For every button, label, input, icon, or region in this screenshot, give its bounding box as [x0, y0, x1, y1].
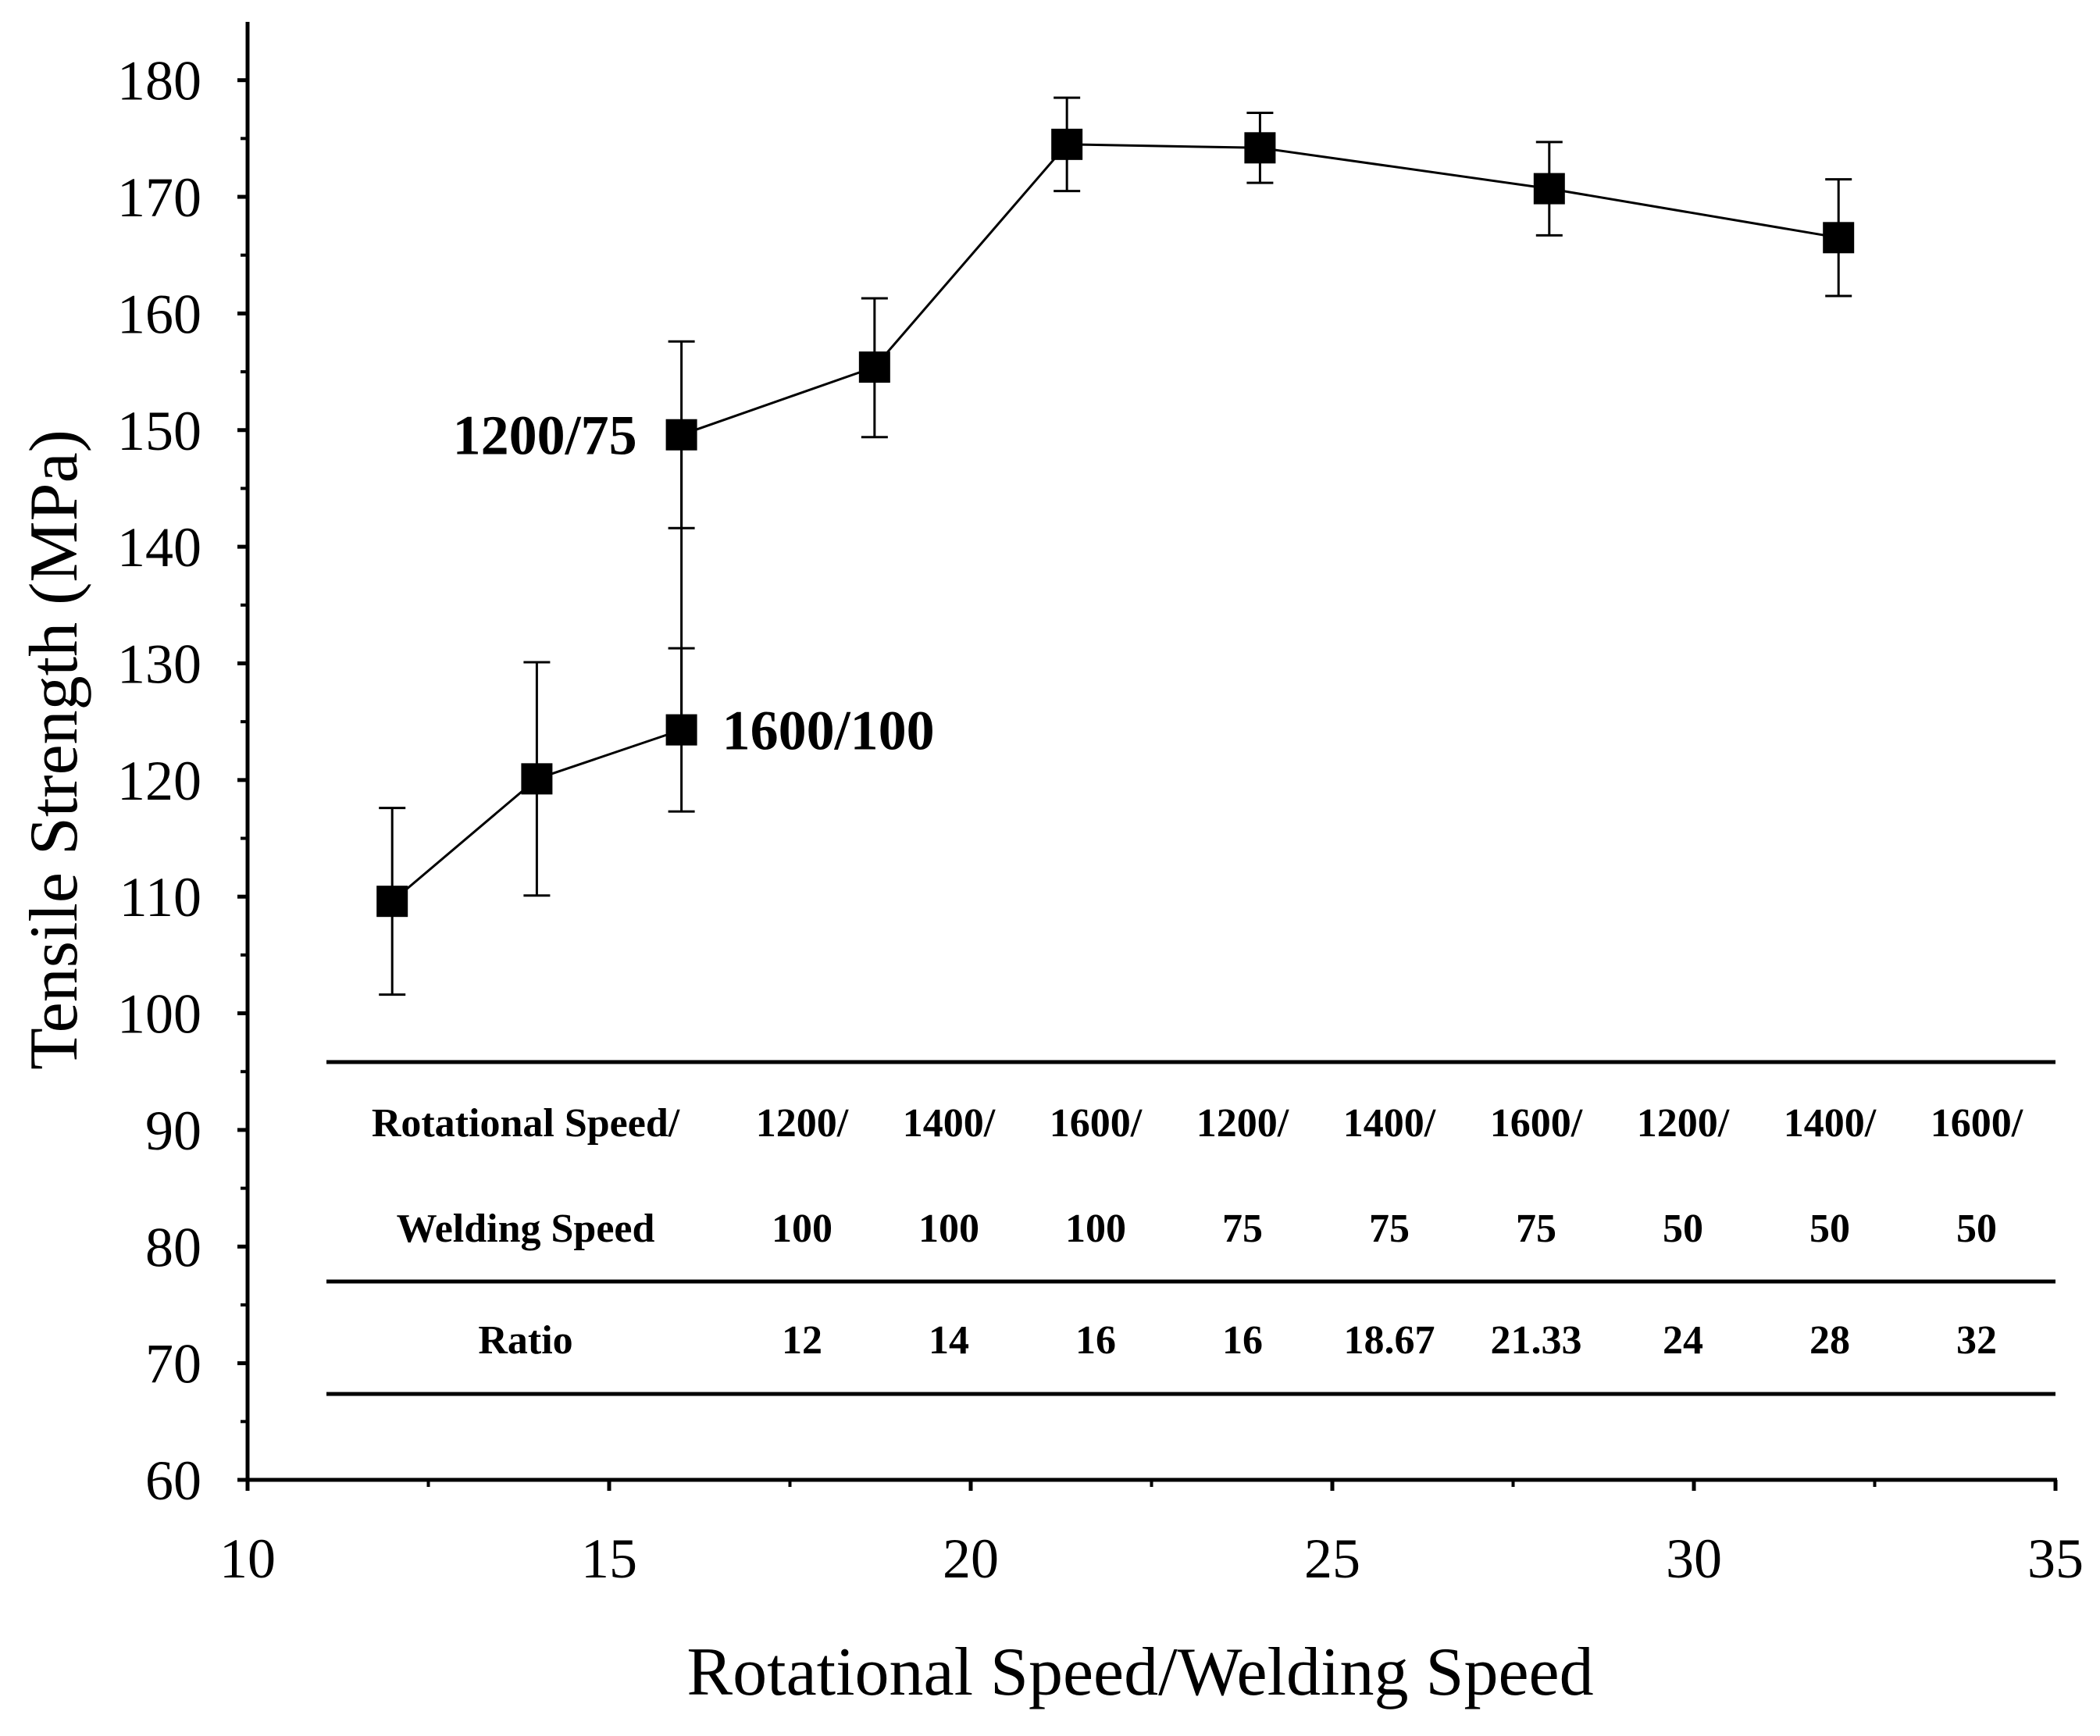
y-tick-label: 90: [145, 1100, 201, 1162]
table-cell-welding-speed: 75: [1222, 1207, 1263, 1251]
table-cell-ratio: 24: [1663, 1318, 1703, 1363]
table-cell-ratio: 16: [1222, 1318, 1263, 1363]
series-segment: [1260, 146, 1550, 191]
data-point: [858, 351, 890, 383]
series-segment: [536, 729, 683, 780]
x-tick-label: 15: [581, 1527, 637, 1590]
data-point: [1823, 222, 1855, 254]
table-cell-rotational-speed: 1600/: [1490, 1101, 1583, 1146]
y-tick-label: 70: [145, 1333, 201, 1396]
y-tick-label: 100: [117, 983, 201, 1046]
series-segment: [1549, 187, 1839, 239]
table-cell-ratio: 12: [782, 1318, 822, 1363]
table-cell-rotational-speed: 1200/: [756, 1101, 849, 1146]
y-tick-label: 160: [117, 283, 201, 345]
point-annotation: 1600/100: [722, 700, 935, 762]
data-point: [1244, 132, 1276, 164]
table-cell-welding-speed: 100: [772, 1207, 833, 1251]
x-axis-title: Rotational Speed/Welding Speed: [686, 1634, 1593, 1710]
y-tick-label: 130: [117, 633, 201, 695]
table-cell-rotational-speed: 1600/: [1931, 1101, 2023, 1146]
y-tick-label: 80: [145, 1216, 201, 1278]
y-tick-label: 110: [119, 866, 201, 929]
series-segment: [1067, 143, 1260, 149]
x-tick-label: 20: [943, 1527, 999, 1590]
x-tick-label: 30: [1666, 1527, 1722, 1590]
table-header-ratio: Ratio: [478, 1318, 572, 1363]
data-point: [665, 714, 697, 746]
table-cell-welding-speed: 75: [1369, 1207, 1410, 1251]
data-markers: [376, 128, 1855, 918]
series-segment: [873, 143, 1068, 369]
parameter-table: Rotational Speed/ Welding Speed Ratio 12…: [326, 1060, 2055, 1396]
series-segment: [391, 778, 538, 903]
table-cell-rotational-speed: 1200/: [1196, 1101, 1289, 1146]
x-tick-label: 25: [1304, 1527, 1360, 1590]
y-tick-label: 170: [117, 166, 201, 229]
y-tick-label: 140: [117, 516, 201, 579]
annotations: 1200/75 1600/100: [453, 405, 935, 762]
table-cell-ratio: 16: [1075, 1318, 1116, 1363]
table-header-welding-speed: Welding Speed: [397, 1207, 655, 1251]
series-line: [391, 143, 1839, 903]
table-cell-rotational-speed: 1600/: [1050, 1101, 1143, 1146]
table-cell-ratio: 32: [1956, 1318, 1997, 1363]
data-point: [521, 763, 553, 795]
y-tick-label: 180: [117, 50, 201, 112]
table-cell-rotational-speed: 1400/: [1343, 1101, 1436, 1146]
table-cell-ratio: 28: [1809, 1318, 1850, 1363]
data-point: [1533, 173, 1565, 205]
y-axis-title: Tensile Strength (MPa): [16, 430, 92, 1070]
table-cell-welding-speed: 75: [1516, 1207, 1556, 1251]
x-tick-label: 35: [2027, 1527, 2084, 1590]
y-tick-label: 120: [117, 750, 201, 812]
data-point: [665, 419, 697, 451]
table-cell-rotational-speed: 1200/: [1637, 1101, 1730, 1146]
table-columns: 1200/100 12 1400/100 14 1600/100 16 1200/75 16 1…: [756, 1101, 2023, 1363]
y-tick-label: 60: [145, 1449, 201, 1512]
series-segment: [681, 365, 875, 437]
table-cell-welding-speed: 100: [918, 1207, 979, 1251]
y-ticks: 60 70 80 90 100 110 120 130 140 150 160 170 180: [117, 50, 248, 1512]
table-cell-welding-speed: 50: [1956, 1207, 1997, 1251]
data-point: [376, 886, 408, 918]
table-cell-welding-speed: 100: [1065, 1207, 1126, 1251]
table-cell-welding-speed: 50: [1663, 1207, 1703, 1251]
x-tick-label: 10: [219, 1527, 276, 1590]
table-cell-rotational-speed: 1400/: [1784, 1101, 1877, 1146]
table-cell-welding-speed: 50: [1809, 1207, 1850, 1251]
point-annotation: 1200/75: [453, 405, 637, 467]
x-ticks: 10 15 20 25 30 35: [219, 1480, 2084, 1590]
table-cell-ratio: 18.67: [1344, 1318, 1435, 1363]
table-cell-rotational-speed: 1400/: [903, 1101, 996, 1146]
data-point: [1051, 128, 1083, 160]
table-header-rotational-speed: Rotational Speed/: [372, 1101, 680, 1146]
y-tick-label: 150: [117, 400, 201, 462]
table-cell-ratio: 14: [929, 1318, 969, 1363]
table-cell-ratio: 21.33: [1491, 1318, 1582, 1363]
